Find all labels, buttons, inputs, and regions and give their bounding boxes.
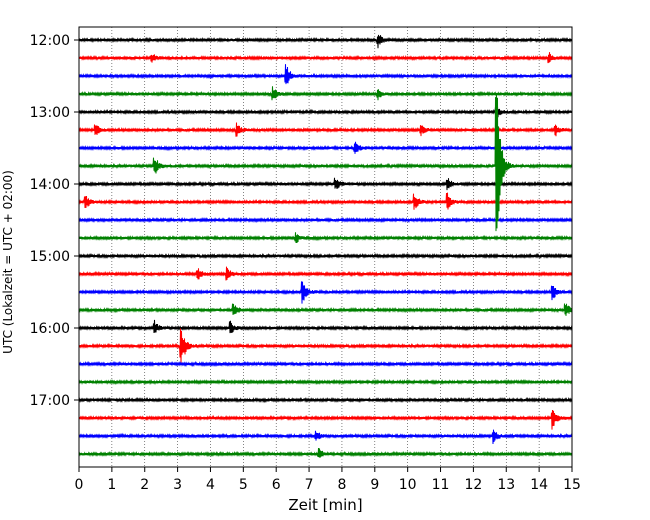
x-tick-label-8: 8 bbox=[337, 477, 346, 493]
trace-1515 bbox=[78, 266, 573, 281]
y-tick-label-1700: 17:00 bbox=[30, 393, 70, 409]
trace-1400 bbox=[78, 177, 573, 191]
x-tick-label-10: 10 bbox=[399, 477, 417, 493]
x-tick-label-15: 15 bbox=[563, 477, 581, 493]
x-axis-label: Zeit [min] bbox=[288, 496, 362, 514]
x-tick-label-9: 9 bbox=[370, 477, 379, 493]
trace-1615 bbox=[78, 328, 573, 365]
trace-1230 bbox=[78, 64, 573, 85]
y-axis-label: UTC (Lokalzeit = UTC + 02:00) bbox=[1, 170, 15, 354]
trace-1430 bbox=[78, 216, 573, 224]
x-axis-ticks: 0 1 2 3 4 5 6 7 8 9 10 11 12 13 14 15 bbox=[75, 467, 581, 493]
trace-1415 bbox=[78, 192, 573, 210]
y-tick-label-1600: 16:00 bbox=[30, 321, 70, 337]
x-tick-label-0: 0 bbox=[75, 477, 84, 493]
trace-1600 bbox=[78, 319, 573, 334]
x-tick-label-13: 13 bbox=[497, 477, 515, 493]
y-tick-label-1200: 12:00 bbox=[30, 33, 70, 49]
trace-1630 bbox=[78, 360, 573, 368]
x-tick-label-1: 1 bbox=[107, 477, 116, 493]
trace-1330 bbox=[78, 141, 573, 154]
x-tick-label-5: 5 bbox=[239, 477, 248, 493]
trace-1500 bbox=[78, 252, 573, 260]
trace-1530 bbox=[78, 281, 573, 304]
y-tick-label-1500: 15:00 bbox=[30, 249, 70, 265]
trace-1215 bbox=[78, 52, 573, 64]
trace-1245 bbox=[78, 86, 573, 101]
y-tick-label-1400: 14:00 bbox=[30, 177, 70, 193]
trace-1445 bbox=[78, 232, 573, 243]
trace-1345 bbox=[78, 94, 573, 232]
x-tick-label-12: 12 bbox=[464, 477, 482, 493]
x-tick-label-11: 11 bbox=[432, 477, 450, 493]
trace-1645 bbox=[78, 378, 573, 386]
trace-1745 bbox=[78, 448, 573, 458]
trace-1200 bbox=[78, 34, 573, 49]
x-tick-label-6: 6 bbox=[272, 477, 281, 493]
trace-1730 bbox=[78, 429, 573, 444]
x-tick-label-14: 14 bbox=[530, 477, 548, 493]
trace-1545 bbox=[78, 303, 573, 316]
y-tick-label-1300: 13:00 bbox=[30, 105, 70, 121]
trace-1315 bbox=[78, 122, 573, 137]
y-axis-ticks: 12:00 13:00 14:00 15:00 16:00 17:00 bbox=[30, 33, 79, 409]
grid-lines bbox=[111, 27, 540, 467]
trace-1715 bbox=[78, 410, 573, 430]
x-tick-label-7: 7 bbox=[305, 477, 314, 493]
x-tick-label-3: 3 bbox=[173, 477, 182, 493]
seismogram-traces bbox=[78, 34, 573, 458]
trace-1300 bbox=[78, 105, 573, 119]
x-tick-label-4: 4 bbox=[206, 477, 215, 493]
trace-1700 bbox=[78, 396, 573, 404]
plot-frame bbox=[78, 26, 573, 468]
x-tick-label-2: 2 bbox=[140, 477, 149, 493]
